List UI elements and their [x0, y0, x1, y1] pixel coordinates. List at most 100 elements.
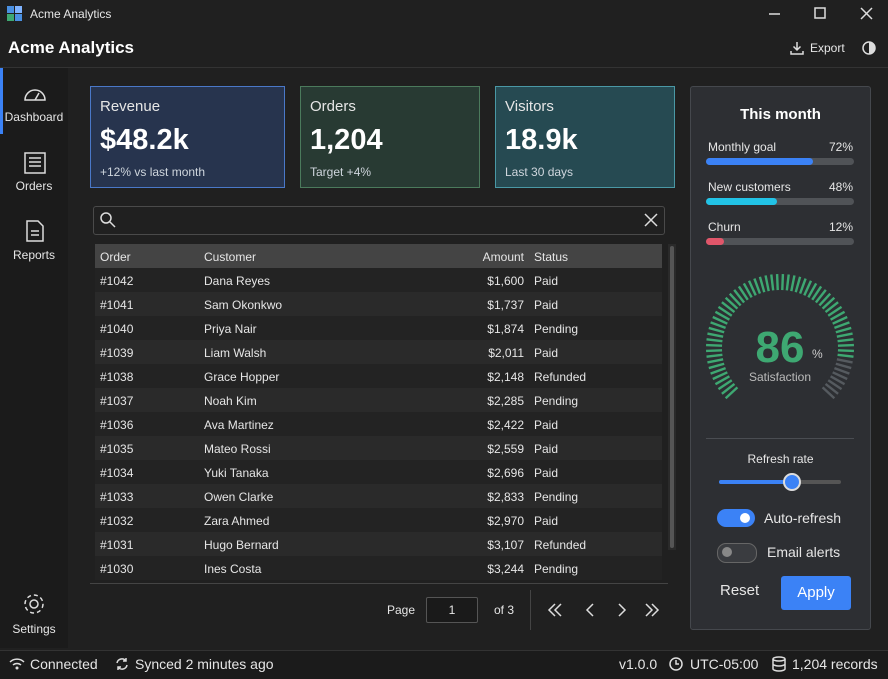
table-row[interactable]	[95, 292, 662, 316]
table-cell: Dana Reyes	[204, 274, 271, 288]
gauge-segment	[721, 301, 736, 314]
gauge-segment	[798, 278, 807, 295]
card-title: Revenue	[100, 98, 161, 115]
table-row[interactable]	[95, 268, 662, 292]
table-cell: #1036	[100, 418, 134, 432]
scrollbar-thumb[interactable]	[670, 246, 674, 548]
gauge-segment	[712, 371, 728, 381]
toggle-label[interactable]: Email alerts	[767, 544, 841, 560]
gauge-segment	[837, 349, 854, 353]
pager-divider	[530, 590, 531, 630]
theme-toggle[interactable]	[862, 41, 878, 57]
gauge-segment	[707, 332, 724, 338]
table-cell: #1031	[100, 538, 134, 552]
table-cell: Ines Costa	[204, 562, 262, 576]
table-row[interactable]	[95, 436, 662, 460]
table-cell: Paid	[534, 298, 559, 312]
table-cell: $2,696	[487, 466, 524, 480]
table-row[interactable]	[95, 412, 662, 436]
page-label: Page	[387, 603, 416, 617]
dashboard-icon	[24, 89, 46, 101]
table-cell: #1032	[100, 514, 134, 528]
gauge-segment	[714, 310, 730, 321]
progress-bar	[706, 158, 813, 165]
card-value: 1,204	[310, 124, 383, 156]
table-cell: #1034	[100, 466, 134, 480]
table-row[interactable]	[95, 460, 662, 484]
gauge-segment	[775, 274, 779, 291]
nav-item[interactable]: Reports	[12, 248, 56, 262]
table-cell: $2,011	[488, 346, 524, 360]
page-input[interactable]: 1	[426, 597, 478, 623]
progress-bar	[706, 238, 724, 245]
table-cell: Liam Walsh	[204, 346, 267, 360]
clear-search[interactable]	[644, 213, 658, 227]
reset-button[interactable]: Reset	[720, 582, 760, 599]
slider-thumb[interactable]	[783, 473, 801, 491]
gauge-segment	[717, 379, 733, 391]
nav-item[interactable]: Orders	[15, 179, 53, 193]
gauge-segment	[803, 280, 813, 296]
card-note: +12% vs last month	[100, 165, 206, 179]
progress-track	[706, 238, 854, 245]
gauge-unit: %	[812, 347, 823, 361]
card-title: Visitors	[505, 98, 554, 115]
sidebar	[0, 68, 68, 648]
gauge-segment	[833, 321, 850, 330]
table-row[interactable]	[95, 556, 662, 580]
table-cell: $2,285	[487, 394, 524, 408]
gauge-segment	[818, 292, 832, 307]
table-row[interactable]	[95, 388, 662, 412]
table-cell: Paid	[534, 466, 559, 480]
gauge-segment	[724, 296, 739, 310]
table-cell: Priya Nair	[204, 322, 257, 336]
gauge-segment	[710, 366, 727, 375]
table-cell: #1033	[100, 490, 134, 504]
search-box[interactable]	[93, 206, 665, 235]
nav-settings[interactable]: Settings	[12, 622, 56, 636]
gauge-segment	[706, 353, 723, 358]
table-row[interactable]	[95, 340, 662, 364]
timezone: UTC-05:00	[690, 656, 759, 672]
table-row[interactable]	[95, 532, 662, 556]
gauge-segment	[706, 338, 723, 343]
table-cell: Paid	[534, 346, 559, 360]
window-controls[interactable]	[760, 0, 888, 28]
export-button[interactable]: Export	[810, 41, 845, 55]
gauge-segment	[814, 289, 827, 304]
table-row[interactable]	[95, 316, 662, 340]
apply-button[interactable]: Apply	[781, 576, 851, 610]
table-cell: $3,244	[487, 562, 524, 576]
table-cell: Pending	[534, 394, 579, 408]
gauge-segment	[706, 343, 723, 347]
table-cell: #1035	[100, 442, 134, 456]
gauge-value: 86	[756, 323, 805, 372]
progress-label: Monthly goal	[708, 140, 777, 154]
table-row[interactable]	[95, 364, 662, 388]
slider-track[interactable]	[719, 480, 841, 484]
gauge-segment	[827, 379, 843, 391]
gauge-segment	[785, 274, 790, 291]
panel-divider	[706, 438, 854, 439]
nav-item[interactable]: Dashboard	[4, 110, 64, 124]
table-cell: $1,737	[487, 298, 524, 312]
progress-value: 48%	[828, 180, 853, 194]
table-cell: #1039	[100, 346, 134, 360]
toggle-knob	[740, 513, 750, 523]
table-divider	[90, 583, 668, 584]
sync-status: Synced 2 minutes ago	[135, 656, 274, 672]
pager-buttons[interactable]	[547, 603, 660, 617]
table-cell: Noah Kim	[204, 394, 257, 408]
table-row[interactable]	[95, 484, 662, 508]
table-row[interactable]	[95, 508, 662, 532]
table-cell: $3,107	[487, 538, 524, 552]
database-icon	[772, 656, 786, 672]
gauge-segment	[837, 343, 854, 347]
table-cell: Paid	[534, 442, 559, 456]
toggle-label[interactable]: Auto-refresh	[764, 510, 842, 526]
gauge-segment	[811, 285, 823, 301]
header-divider	[0, 67, 888, 68]
table-cell: Yuki Tanaka	[204, 466, 269, 480]
stat-card	[300, 86, 480, 188]
wifi-icon	[9, 658, 25, 670]
